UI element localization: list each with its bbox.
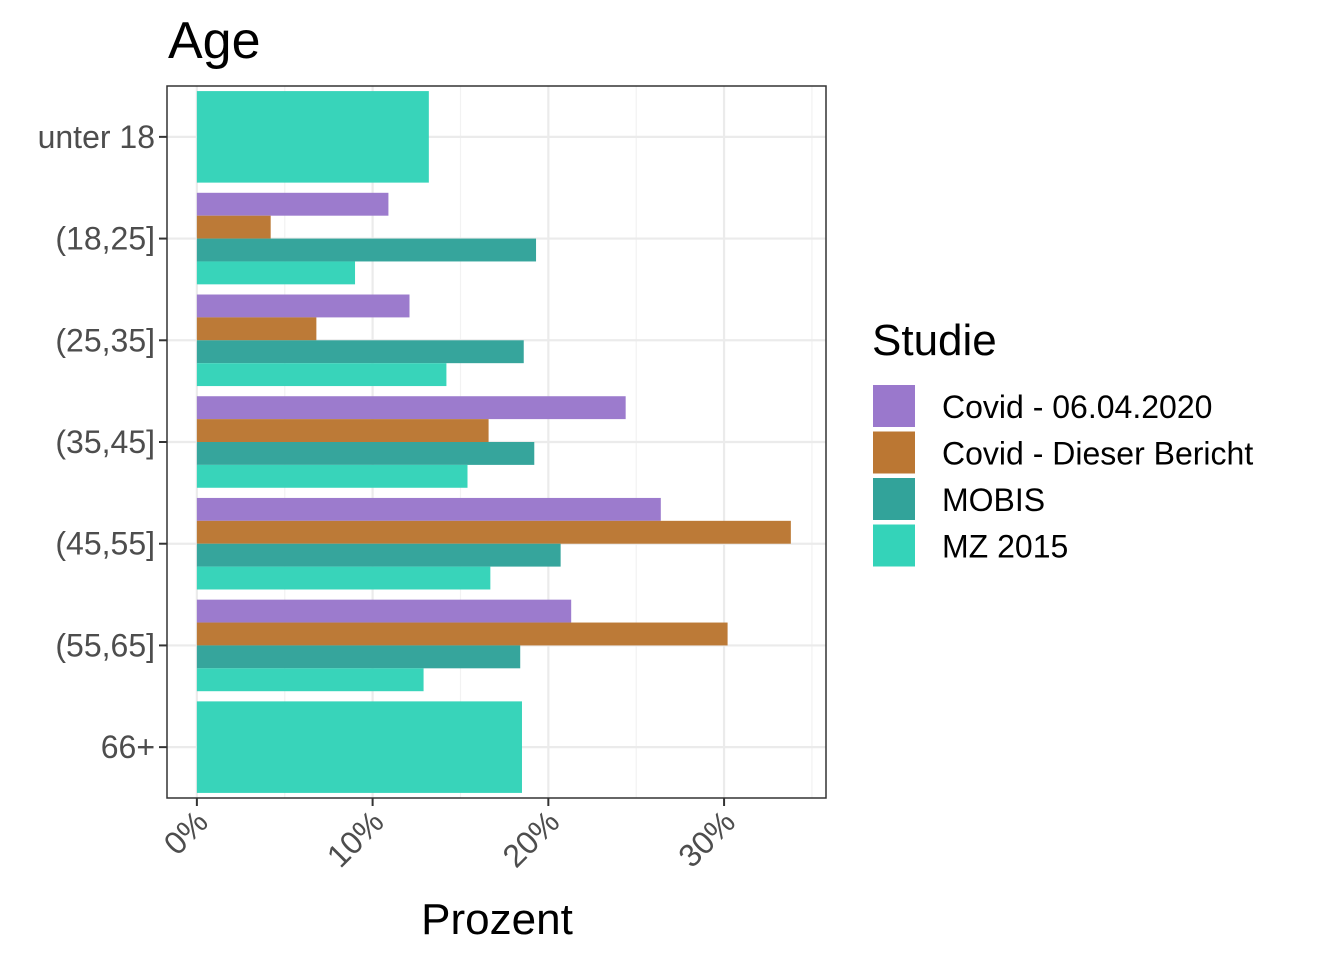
bar-mz-2015-6	[196, 701, 522, 793]
bar-covid-dieser-bericht-4	[196, 520, 791, 544]
y-tick-label: (35,45]	[55, 424, 155, 460]
x-tick-label: 0%	[157, 803, 215, 861]
bar-covid-dieser-bericht-2	[196, 317, 317, 341]
x-axis-label: Prozent	[421, 895, 573, 944]
y-tick-label: (25,35]	[55, 322, 155, 358]
bars	[196, 91, 791, 793]
x-axis: 0% 10% 20% 30%	[157, 798, 742, 874]
y-tick-label: (45,55]	[55, 526, 155, 562]
bar-mz-2015-5	[196, 668, 424, 692]
legend: Studie Covid - 06.04.2020 Covid - Dieser …	[872, 316, 1253, 567]
bar-mz-2015-0	[196, 91, 429, 183]
bar-mobis-1	[196, 238, 537, 262]
y-tick-label: (55,65]	[55, 627, 155, 663]
legend-swatch	[873, 385, 915, 427]
bar-covid-06-04-2020-4	[196, 497, 661, 521]
chart-title: Age	[168, 12, 261, 70]
legend-swatch	[873, 524, 915, 567]
legend-title: Studie	[872, 316, 997, 365]
legend-label: Covid - Dieser Bericht	[942, 436, 1253, 472]
bar-covid-06-04-2020-5	[196, 599, 572, 623]
bar-mobis-3	[196, 442, 535, 465]
bar-covid-dieser-bericht-1	[196, 215, 271, 239]
x-tick-label: 20%	[496, 803, 567, 874]
legend-label: MZ 2015	[942, 529, 1068, 565]
legend-swatch	[873, 431, 915, 474]
bar-mz-2015-2	[196, 363, 447, 387]
bar-mobis-5	[196, 645, 521, 669]
legend-label: Covid - 06.04.2020	[942, 389, 1212, 425]
bar-covid-06-04-2020-2	[196, 294, 410, 318]
x-tick-label: 10%	[320, 803, 391, 874]
bar-covid-dieser-bericht-3	[196, 419, 489, 442]
bar-mz-2015-3	[196, 464, 468, 488]
bar-mobis-2	[196, 340, 524, 364]
y-tick-label: 66+	[101, 729, 155, 765]
bar-covid-dieser-bericht-5	[196, 622, 728, 646]
bar-mz-2015-1	[196, 261, 356, 285]
bar-mobis-4	[196, 543, 561, 567]
bar-covid-06-04-2020-1	[196, 192, 389, 216]
x-tick-label: 30%	[671, 803, 742, 874]
bar-covid-06-04-2020-3	[196, 396, 626, 420]
y-tick-label: (18,25]	[55, 221, 155, 257]
y-tick-label: unter 18	[38, 119, 155, 155]
bar-mz-2015-4	[196, 566, 491, 590]
legend-label: MOBIS	[942, 482, 1045, 518]
y-axis: unter 18 (18,25] (25,35] (35,45] (45,55] (55,…	[38, 119, 167, 765]
legend-swatch	[873, 478, 915, 520]
